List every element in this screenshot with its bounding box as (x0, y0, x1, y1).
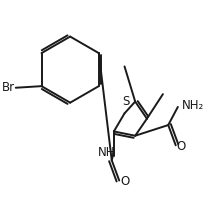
Text: NH₂: NH₂ (182, 99, 204, 112)
Text: O: O (120, 175, 129, 188)
Text: S: S (123, 95, 130, 108)
Text: O: O (176, 140, 186, 153)
Text: Br: Br (2, 81, 15, 94)
Text: NH: NH (98, 146, 116, 159)
